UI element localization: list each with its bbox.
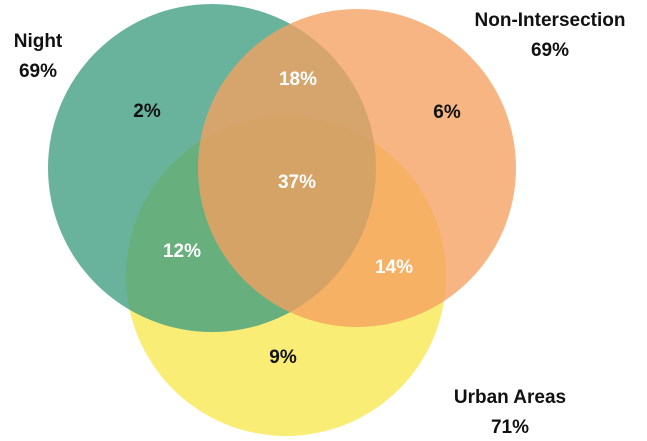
- set-name: Night: [14, 31, 63, 52]
- set-name: Urban Areas: [454, 387, 566, 408]
- set-value-label: 71%: [491, 417, 529, 438]
- set-value-label: 69%: [531, 40, 569, 61]
- set-value-label: 69%: [19, 61, 57, 82]
- region-label: 18%: [279, 69, 317, 90]
- region-label: 12%: [163, 241, 201, 262]
- region-label: 6%: [433, 102, 461, 123]
- set-name: Non-Intersection: [475, 10, 626, 31]
- region-label: 14%: [375, 257, 413, 278]
- region-label: 2%: [133, 101, 161, 122]
- region-label: 9%: [269, 347, 297, 368]
- set-circle: [198, 9, 516, 327]
- region-label: 37%: [278, 172, 316, 193]
